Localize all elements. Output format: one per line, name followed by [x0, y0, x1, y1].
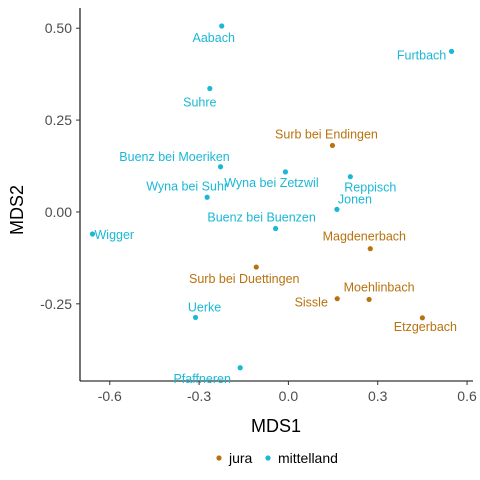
point-buenz-bei-buenzen: [273, 225, 279, 232]
point-jonen: [334, 206, 340, 212]
y-tick-label: -0.25: [40, 296, 72, 312]
point-label-pfaffneren: Pfaffneren: [173, 372, 231, 386]
plot-panel: Surb bei Endingen Magdenerbach Surb bei Du…: [79, 8, 473, 386]
point-moehlinbach: [366, 296, 372, 303]
y-axis-title: MDS2: [7, 185, 27, 235]
x-tick-label: -0.3: [187, 388, 211, 404]
point-reppisch: [347, 174, 353, 180]
point-wyna-bei-zetzwil: [282, 169, 289, 175]
point-wyna-bei-suhr: [204, 194, 210, 200]
point-label-buenz-bei-buenzen: Buenz bei Buenzen: [207, 210, 315, 224]
point-surb-bei-endingen: [329, 142, 336, 149]
x-tick-label: 0.0: [279, 388, 299, 404]
point-etzgerbach: [419, 315, 425, 321]
point-label-aabach: Aabach: [193, 31, 235, 45]
x-tick-label: 0.6: [457, 388, 477, 404]
point-label-furtbach: Furtbach: [397, 48, 446, 62]
point-label-suhre: Suhre: [183, 95, 216, 109]
point-label-wyna-bei-zetzwil: Wyna bei Zetzwil: [224, 176, 318, 190]
point-surb-bei-duettingen: [253, 264, 259, 270]
point-aabach: [219, 23, 225, 29]
y-tick-label: 0.00: [45, 204, 72, 220]
point-label-surb-bei-endingen: Surb bei Endingen: [275, 127, 378, 141]
point-wigger: [89, 231, 96, 237]
point-buenz-bei-moeriken: [217, 164, 224, 170]
legend: jura mittelland: [216, 450, 338, 466]
x-axis-title: MDS1: [251, 416, 301, 436]
point-label-sissle: Sissle: [295, 296, 328, 310]
point-magdenerbach: [367, 246, 373, 252]
legend-label-jura: jura: [228, 450, 253, 466]
point-label-jonen: Jonen: [338, 192, 372, 206]
point-label-etzgerbach: Etzgerbach: [394, 320, 457, 334]
point-pfaffneren: [237, 365, 243, 371]
y-tick-label: 0.50: [45, 20, 72, 36]
y-tick-label: 0.25: [45, 112, 72, 128]
point-label-surb-bei-duettingen: Surb bei Duettingen: [189, 272, 300, 286]
point-label-magdenerbach: Magdenerbach: [323, 230, 406, 244]
x-tick-label: -0.6: [98, 388, 122, 404]
legend-key-jura: [216, 455, 222, 461]
point-label-buenz-bei-moeriken: Buenz bei Moeriken: [119, 150, 230, 164]
point-uerke: [192, 314, 199, 321]
point-label-reppisch: Reppisch: [344, 181, 396, 195]
point-label-wyna-bei-suhr: Wyna bei Suhr: [146, 179, 228, 193]
point-label-moehlinbach: Moehlinbach: [344, 280, 415, 294]
point-suhre: [207, 85, 213, 92]
legend-label-mittelland: mittelland: [278, 450, 338, 466]
legend-key-mittelland: [265, 455, 271, 461]
x-tick-label: 0.3: [368, 388, 388, 404]
point-sissle: [334, 296, 340, 302]
point-label-uerke: Uerke: [188, 300, 221, 314]
point-furtbach: [448, 48, 455, 54]
y-axis-ticks: -0.25 0.00 0.25 0.50: [40, 20, 80, 312]
x-axis-ticks: -0.6 -0.3 0.0 0.3 0.6: [98, 381, 477, 404]
point-label-wigger: Wigger: [95, 228, 135, 242]
